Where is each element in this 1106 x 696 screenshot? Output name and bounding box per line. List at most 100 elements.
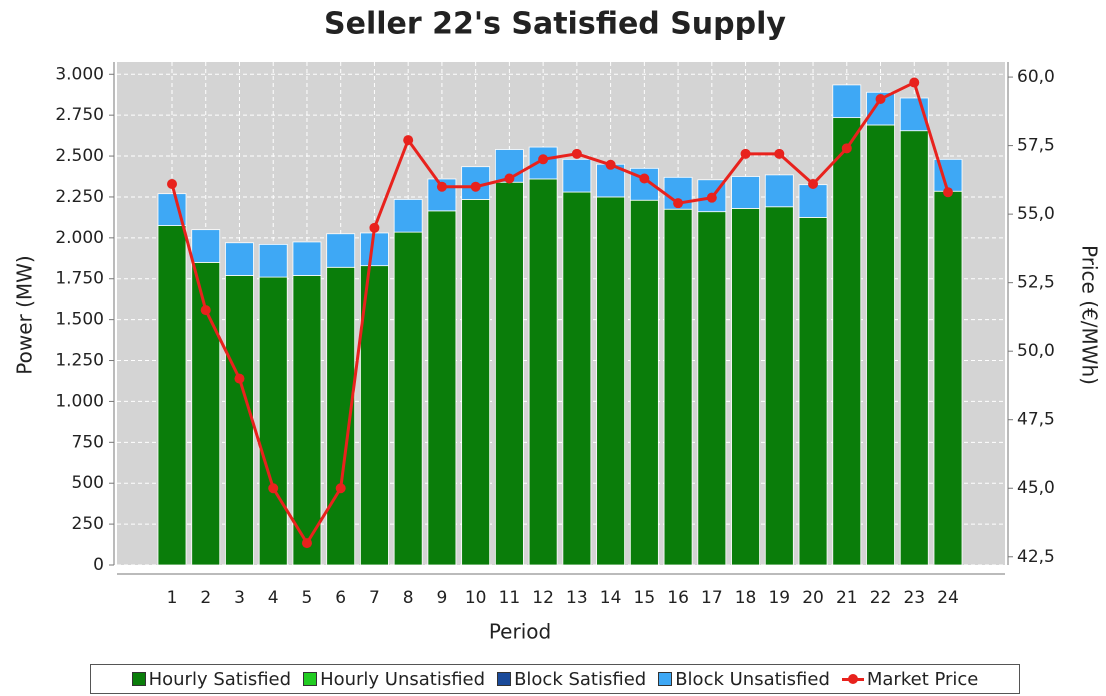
bar-segment [798,184,828,218]
x-tick-label: 23 [903,588,925,608]
bar-segment [832,84,862,119]
y2-axis-title: Price (€/MWh) [1078,245,1102,385]
y-tick-label: 2.750 [55,105,104,125]
x-tick-label: 11 [499,588,521,608]
y-tick-label: 3.000 [55,64,104,84]
x-tick-label: 8 [403,588,414,608]
y2-tick-label: 47,5 [1017,410,1055,430]
x-tick-label: 16 [667,588,689,608]
price-point [943,187,953,198]
chart-title: Seller 22's Satisfied Supply [324,7,786,42]
bar-segment [933,190,963,566]
x-tick-label: 22 [870,588,892,608]
bar-segment [562,158,592,193]
bar-segment [596,196,626,566]
price-point [605,159,616,170]
legend-label: Market Price [866,668,979,690]
bar-segment [629,199,659,566]
y-tick-label: 2.500 [55,146,104,166]
y2-tick-label: 57,5 [1017,136,1055,156]
bar-segment [731,208,760,566]
bar-segment [866,124,895,566]
price-point [268,483,279,494]
x-tick-label: 6 [335,588,346,608]
bar-segment [731,176,760,209]
y2-tick-label: 50,0 [1017,341,1055,361]
price-point [470,181,481,192]
y2-tick-label: 52,5 [1017,273,1055,293]
y-tick-label: 250 [72,514,104,534]
bar-segment [461,199,491,566]
x-tick-label: 4 [268,588,279,608]
legend-swatch [497,672,512,686]
bar-segment [697,211,727,566]
x-tick-label: 17 [701,588,723,608]
bar-segment [663,208,693,566]
bar-segment [326,233,356,268]
bar-segment [899,130,929,566]
x-tick-label: 21 [836,588,858,608]
x-tick-label: 15 [634,588,656,608]
legend-item: Block Unsatisfied [658,669,830,690]
price-point [335,483,346,494]
legend-label: Block Unsatisfied [675,668,830,690]
bar-segment [427,210,457,566]
price-point [234,373,245,384]
x-tick-label: 13 [566,588,588,608]
bar-segment [393,231,423,566]
legend-label: Hourly Unsatisfied [320,668,486,690]
bar-segment [798,216,828,566]
bar-segment [764,174,794,208]
x-tick-label: 19 [768,588,790,608]
legend-item: Hourly Satisfied [131,668,292,690]
y-tick-label: 1.250 [55,351,104,371]
legend-swatch [303,672,318,686]
x-tick-label: 3 [234,588,245,608]
price-point [403,135,414,146]
price-point [200,305,211,316]
x-tick-label: 10 [465,588,487,608]
price-point [909,77,920,88]
y-tick-label: 2.250 [55,187,104,207]
price-point [706,192,717,203]
y-tick-label: 500 [72,473,104,493]
y-tick-label: 750 [72,432,104,452]
bar-segment [528,178,558,566]
price-point [369,222,380,233]
bar-segment [360,265,389,566]
price-point [774,148,785,159]
bar-segment [562,191,592,566]
chart: Seller 22's Satisfied Supply Period Powe… [13,7,1102,644]
y2-tick-label: 55,0 [1017,204,1055,224]
x-axis-title: Period [489,620,551,644]
price-point [673,198,684,209]
legend-swatch [131,672,146,686]
x-tick-label: 14 [600,588,622,608]
x-tick-label: 2 [200,588,211,608]
legend: Hourly Satisfied Hourly Unsatisfied Block … [90,664,1020,694]
x-tick-label: 9 [436,588,447,608]
legend-item: Hourly Unsatisfied [303,669,485,690]
x-tick-label: 12 [532,588,554,608]
bar-segment [191,229,221,263]
price-point [436,181,447,192]
x-tick-label: 5 [302,588,313,608]
price-line [170,80,950,546]
x-tick-label: 24 [937,588,959,608]
price-point [301,538,312,549]
price-point [875,94,886,105]
bar-segment [393,199,423,233]
y2-tick-label: 60,0 [1017,67,1055,87]
x-tick-label: 18 [735,588,757,608]
price-point [639,173,650,184]
bar-segment [764,206,794,566]
price-point [504,173,515,184]
price-point [571,148,582,159]
legend-label: Hourly Satisfied [148,668,292,690]
y2-tick-label: 45,0 [1017,478,1055,498]
price-point [740,148,751,159]
legend-swatch [658,672,673,686]
legend-item: Block Satisfied [497,669,646,690]
legend-item: Market Price [841,668,979,690]
